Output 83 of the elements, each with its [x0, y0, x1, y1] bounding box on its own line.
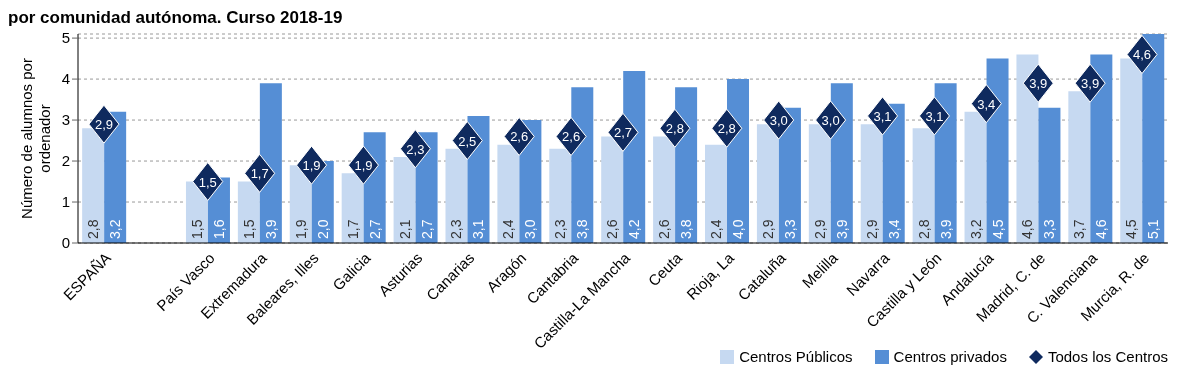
- y-tick-label: 3: [61, 111, 70, 129]
- data-label: 4,6: [1133, 47, 1152, 63]
- data-label: 3,1: [925, 108, 944, 124]
- data-label: 3,0: [769, 113, 788, 129]
- data-label: 1,9: [354, 158, 373, 174]
- data-label: 2,3: [406, 141, 425, 157]
- data-label: 4,6: [1093, 219, 1110, 239]
- y-axis-title: Número de alumnos por ordenador: [18, 58, 53, 219]
- data-label: 3,9: [262, 219, 279, 239]
- data-label: 2,0: [314, 219, 331, 239]
- data-label: 2,4: [708, 219, 725, 239]
- data-label: 2,8: [915, 219, 932, 239]
- data-label: 4,0: [730, 219, 747, 239]
- data-label: 2,9: [863, 219, 880, 239]
- data-label: 2,9: [759, 219, 776, 239]
- bar: [1068, 91, 1091, 243]
- y-tick-label: 0: [61, 234, 70, 252]
- data-label: 3,3: [781, 219, 798, 239]
- data-label: 2,8: [665, 121, 684, 137]
- data-label: 3,1: [470, 219, 487, 239]
- data-label: 3,2: [967, 219, 984, 239]
- data-label: 2,1: [396, 219, 413, 239]
- data-label: 1,6: [210, 219, 227, 239]
- bar: [549, 148, 572, 243]
- bar: [1038, 107, 1061, 243]
- data-label: 2,3: [552, 219, 569, 239]
- data-label: 2,9: [94, 117, 113, 133]
- data-label: 2,5: [458, 133, 477, 149]
- data-label: 1,7: [250, 166, 269, 182]
- data-label: 1,9: [292, 219, 309, 239]
- data-label: 2,9: [811, 219, 828, 239]
- bar: [341, 173, 364, 243]
- data-label: 4,2: [626, 219, 643, 239]
- bar: [497, 144, 520, 243]
- bar: [445, 148, 468, 243]
- data-label: 3,4: [885, 219, 902, 239]
- data-label: 1,5: [240, 219, 257, 239]
- bar: [393, 156, 416, 243]
- data-label: 2,7: [418, 219, 435, 239]
- data-label: 2,6: [604, 219, 621, 239]
- bar: [705, 144, 728, 243]
- data-label: 4,5: [989, 219, 1006, 239]
- data-label: 3,0: [821, 113, 840, 129]
- data-label: 2,6: [562, 129, 581, 145]
- y-tick-label: 1: [61, 193, 70, 211]
- bar: [860, 124, 883, 243]
- data-label: 1,7: [344, 219, 361, 239]
- data-label: 3,0: [522, 219, 539, 239]
- data-label: 4,5: [1123, 219, 1140, 239]
- data-label: 3,4: [977, 96, 996, 112]
- data-label: 1,5: [198, 174, 217, 190]
- bar: [653, 136, 676, 243]
- data-label: 3,7: [1071, 219, 1088, 239]
- legend-label: Todos los Centros: [1046, 348, 1168, 365]
- data-label: 2,7: [613, 125, 633, 141]
- bar: [964, 111, 987, 243]
- legend-label: Centros Públicos: [738, 348, 853, 365]
- data-label: 3,9: [937, 219, 954, 239]
- data-label: 1,5: [188, 219, 205, 239]
- chart-title: por comunidad autónoma. Curso 2018-19: [8, 8, 344, 29]
- data-label: 3,8: [574, 219, 591, 239]
- data-label: 2,8: [717, 121, 736, 137]
- data-label: 2,7: [366, 219, 383, 239]
- data-label: 2,6: [656, 219, 673, 239]
- y-tick-label: 5: [61, 29, 70, 47]
- data-label: 3,2: [107, 219, 124, 239]
- data-label: 3,9: [1081, 76, 1100, 92]
- data-label: 3,3: [1041, 219, 1058, 239]
- data-label: 3,8: [678, 219, 695, 239]
- legend-label: Centros privados: [892, 348, 1007, 365]
- data-label: 1,9: [302, 158, 321, 174]
- y-tick-label: 4: [61, 70, 70, 88]
- data-label: 2,6: [510, 129, 529, 145]
- data-label: 3,1: [873, 108, 892, 124]
- data-label: 3,9: [833, 219, 850, 239]
- data-label: 4,6: [1019, 219, 1036, 239]
- y-tick-label: 2: [61, 152, 70, 170]
- data-label: 5,1: [1145, 219, 1162, 239]
- bar: [912, 128, 935, 243]
- data-label: 2,4: [500, 219, 517, 239]
- data-label: 2,8: [85, 219, 102, 239]
- data-label: 2,3: [448, 219, 465, 239]
- data-label: 3,9: [1029, 76, 1048, 92]
